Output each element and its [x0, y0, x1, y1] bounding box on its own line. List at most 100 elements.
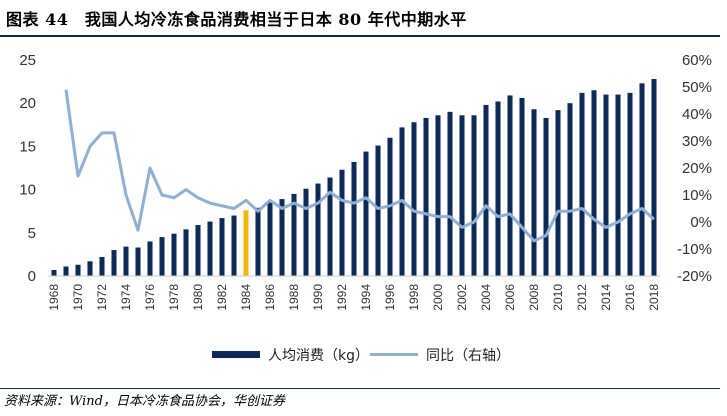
right-tick-label: 60% — [682, 52, 712, 69]
bar-1983 — [231, 215, 237, 276]
bar-2004 — [483, 104, 489, 276]
left-tick-label: 20 — [19, 95, 36, 112]
source-note: 资料来源：Wind，日本冷冻食品协会，华创证券 — [4, 394, 285, 409]
bar-1972 — [99, 256, 105, 276]
bar-2012 — [579, 92, 585, 276]
bar-2006 — [507, 95, 513, 276]
right-tick-label: 0% — [690, 214, 712, 231]
x-tick-label: 1988 — [287, 284, 301, 311]
x-tick-label: 1986 — [263, 284, 277, 311]
x-tick-label: 2004 — [479, 284, 493, 311]
left-tick-label: 10 — [19, 182, 36, 199]
bar-1987 — [279, 199, 285, 276]
bar-1969 — [63, 266, 69, 276]
x-tick-label: 2000 — [431, 284, 445, 311]
x-tick-label: 1982 — [215, 284, 229, 311]
right-tick-label: 40% — [682, 106, 712, 123]
x-tick-label: 1978 — [167, 284, 181, 311]
right-tick-label: 50% — [682, 79, 712, 96]
bar-2010 — [555, 110, 561, 276]
bar-1984 — [243, 210, 249, 276]
bar-1995 — [375, 145, 381, 276]
x-tick-label: 2002 — [455, 284, 469, 311]
right-tick-label: -20% — [677, 268, 712, 285]
left-axis-ticks: 0 5 10 15 20 25 — [19, 52, 36, 285]
x-tick-label: 1968 — [47, 284, 61, 311]
bar-1971 — [87, 261, 93, 276]
bar-2014 — [603, 94, 609, 276]
x-tick-label: 1996 — [383, 284, 397, 311]
x-tick-label: 1970 — [71, 284, 85, 311]
right-axis-ticks: -20% -10% 0% 10% 20% 30% 40% 50% 60% — [677, 52, 712, 285]
x-tick-label: 2012 — [575, 284, 589, 311]
left-tick-label: 25 — [19, 52, 36, 69]
x-tick-label: 1984 — [239, 284, 253, 311]
x-tick-label: 1972 — [95, 284, 109, 311]
title-divider — [0, 35, 720, 37]
bar-1968 — [51, 269, 57, 276]
bar-1992 — [339, 169, 345, 276]
bar-2001 — [447, 111, 453, 276]
bar-1975 — [135, 247, 141, 276]
right-tick-label: 10% — [682, 187, 712, 204]
bar-2017 — [639, 83, 645, 276]
bar-1976 — [147, 241, 153, 276]
x-tick-label: 2006 — [503, 284, 517, 311]
x-tick-label: 1992 — [335, 284, 349, 311]
bar-1981 — [207, 221, 213, 276]
right-tick-label: 20% — [682, 160, 712, 177]
title-bar: 图表 44 我国人均冷冻食品消费相当于日本 80 年代中期水平 — [0, 0, 727, 37]
bar-1985 — [255, 207, 261, 276]
bar-1979 — [183, 229, 189, 276]
bar-1994 — [363, 151, 369, 276]
bar-1977 — [159, 237, 165, 276]
bar-2008 — [531, 109, 537, 276]
bar-2009 — [543, 117, 549, 276]
left-tick-label: 15 — [19, 138, 36, 155]
right-tick-label: 30% — [682, 133, 712, 150]
right-tick-label: -10% — [677, 241, 712, 258]
legend: 人均消费（kg） 同比（右轴） — [212, 348, 510, 364]
x-tick-label: 1980 — [191, 284, 205, 311]
x-tick-label: 2008 — [527, 284, 541, 311]
bar-1970 — [75, 264, 81, 276]
x-tick-label: 2016 — [623, 284, 637, 311]
x-tick-label: 1974 — [119, 284, 133, 311]
bar-1999 — [423, 117, 429, 276]
x-tick-label: 2010 — [551, 284, 565, 311]
bar-2005 — [495, 101, 501, 276]
bar-1986 — [267, 202, 273, 276]
left-tick-label: 5 — [28, 225, 36, 242]
bar-2000 — [435, 115, 441, 277]
bar-2015 — [615, 94, 621, 276]
bar-series — [51, 79, 657, 277]
legend-bar-swatch — [212, 351, 260, 358]
figure-title: 图表 44 我国人均冷冻食品消费相当于日本 80 年代中期水平 — [6, 10, 467, 29]
x-tick-label: 1998 — [407, 284, 421, 311]
bar-1980 — [195, 225, 201, 276]
legend-bar-label: 人均消费（kg） — [268, 348, 369, 364]
x-tick-label: 1994 — [359, 284, 373, 311]
bar-1998 — [411, 122, 417, 276]
x-tick-label: 2014 — [599, 284, 613, 311]
yoy-line — [64, 89, 656, 243]
x-axis-ticks: 1968 1970 1972 1974 1976 1978 1980 1982 1984 1986… — [47, 284, 661, 311]
bar-1989 — [303, 188, 309, 276]
bar-1978 — [171, 233, 177, 276]
bar-2013 — [591, 90, 597, 276]
bar-2016 — [627, 92, 633, 276]
bar-1974 — [123, 246, 129, 276]
legend-line-label: 同比（右轴） — [426, 348, 510, 364]
bar-1973 — [111, 250, 117, 276]
bar-2002 — [459, 115, 465, 277]
bar-1982 — [219, 218, 225, 276]
bar-1990 — [315, 183, 321, 276]
left-tick-label: 0 — [28, 268, 36, 285]
source-divider — [0, 388, 720, 389]
bar-1988 — [291, 193, 297, 276]
bar-2007 — [519, 98, 525, 277]
bar-1991 — [327, 177, 333, 276]
bar-2003 — [471, 115, 477, 277]
x-tick-label: 2018 — [647, 284, 661, 311]
